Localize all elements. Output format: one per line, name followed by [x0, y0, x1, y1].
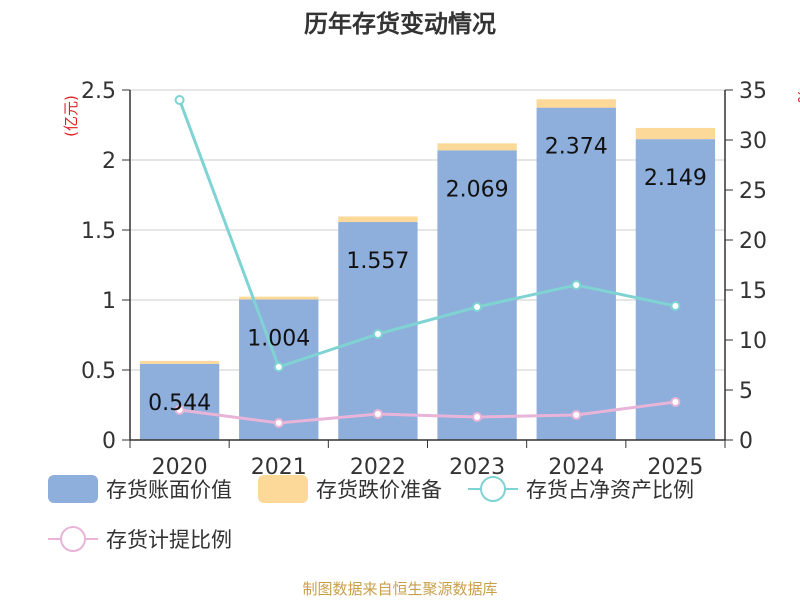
point-provision-ratio: [374, 410, 382, 418]
right-axis-tick-label: 5: [739, 379, 753, 404]
left-axis-tick-label: 2.5: [81, 79, 116, 104]
right-axis-tick-label: 15: [739, 279, 767, 304]
data-label: 2.069: [446, 177, 509, 202]
left-axis-tick-label: 0.5: [81, 359, 116, 384]
right-axis-tick-label: 35: [739, 79, 767, 104]
point-net-asset-ratio: [275, 363, 283, 371]
legend-swatch-provision-ratio: [48, 525, 98, 553]
legend-item-net-asset-ratio[interactable]: 存货占净资产比例: [468, 474, 694, 504]
right-axis-unit: %: [794, 89, 800, 103]
source-footer: 制图数据来自恒生聚源数据库: [0, 578, 800, 599]
legend-item-impairment[interactable]: 存货跌价准备: [258, 474, 442, 504]
data-label: 0.544: [148, 391, 211, 416]
data-label: 2.149: [644, 166, 707, 191]
point-provision-ratio: [275, 419, 283, 427]
right-axis-tick-label: 25: [739, 179, 767, 204]
right-axis-tick-label: 20: [739, 229, 767, 254]
right-axis-tick-label: 10: [739, 329, 767, 354]
point-provision-ratio: [473, 413, 481, 421]
legend-swatch-book-value: [48, 475, 98, 503]
right-axis-tick-label: 30: [739, 129, 767, 154]
bar-impairment: [537, 99, 616, 107]
bar-impairment: [338, 216, 417, 222]
bar-impairment: [239, 297, 318, 300]
legend-item-provision-ratio[interactable]: 存货计提比例: [48, 524, 232, 554]
point-provision-ratio: [671, 398, 679, 406]
legend-label-provision-ratio: 存货计提比例: [106, 524, 232, 554]
legend-item-book-value[interactable]: 存货账面价值: [48, 474, 232, 504]
legend-label-net-asset-ratio: 存货占净资产比例: [526, 474, 694, 504]
legend-row-1: 存货账面价值 存货跌价准备 存货占净资产比例: [48, 472, 788, 506]
legend-row-2: 存货计提比例: [48, 522, 788, 556]
legend-swatch-impairment: [258, 475, 308, 503]
point-net-asset-ratio: [671, 302, 679, 310]
left-axis-tick-label: 2: [102, 149, 116, 174]
point-provision-ratio: [572, 411, 580, 419]
left-axis-tick-label: 1: [102, 289, 116, 314]
right-axis-tick-label: 0: [739, 429, 753, 454]
data-label: 1.557: [346, 249, 409, 274]
bar-impairment: [437, 143, 516, 150]
legend-label-book-value: 存货账面价值: [106, 474, 232, 504]
left-axis-unit: (亿元): [62, 95, 80, 137]
point-net-asset-ratio: [374, 330, 382, 338]
bar-impairment: [636, 128, 715, 139]
data-label: 1.004: [247, 326, 310, 351]
point-net-asset-ratio: [473, 303, 481, 311]
legend: 存货账面价值 存货跌价准备 存货占净资产比例 存货计提比例: [48, 472, 788, 572]
left-axis-tick-label: 1.5: [81, 219, 116, 244]
legend-swatch-net-asset-ratio: [468, 475, 518, 503]
left-axis-tick-label: 0: [102, 429, 116, 454]
bar-impairment: [140, 361, 219, 364]
legend-label-impairment: 存货跌价准备: [316, 474, 442, 504]
point-net-asset-ratio: [572, 281, 580, 289]
point-net-asset-ratio: [176, 96, 184, 104]
data-label: 2.374: [545, 135, 608, 160]
